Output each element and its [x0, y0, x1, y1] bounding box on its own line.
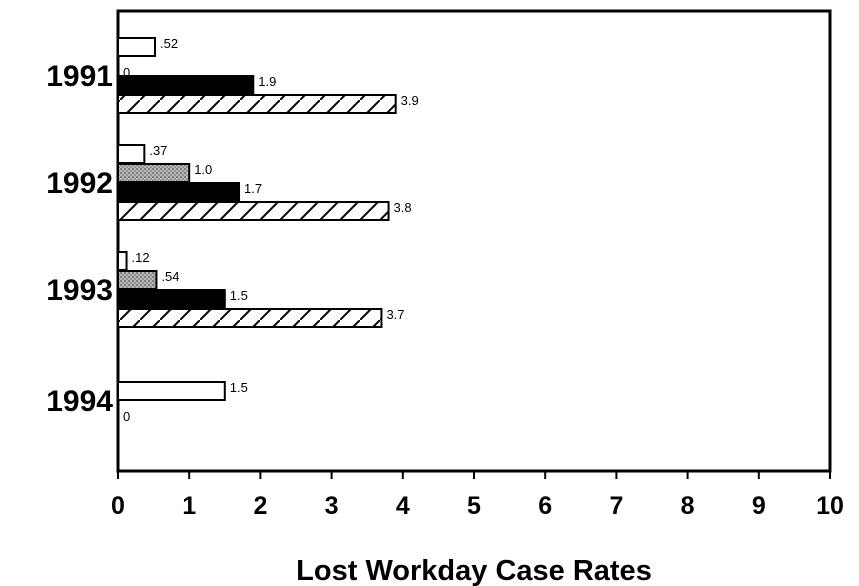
category-label-1992: 1992 — [46, 167, 113, 200]
bar-1993-white — [117, 251, 128, 271]
x-tick-label-9: 9 — [752, 492, 766, 520]
x-tick-label-2: 2 — [253, 492, 267, 520]
value-label-1991-white: .52 — [160, 36, 178, 51]
x-tick-label-10: 10 — [816, 492, 844, 520]
category-label-1991: 1991 — [46, 60, 113, 93]
value-label-1994-white: 1.5 — [230, 380, 248, 395]
bar-1992-black — [117, 182, 241, 202]
x-tick-label-4: 4 — [396, 492, 410, 520]
bar-1994-white — [117, 381, 226, 401]
x-tick-label-5: 5 — [467, 492, 481, 520]
value-label-1991-hatched: 3.9 — [401, 93, 419, 108]
value-label-1993-stipple: .54 — [161, 269, 179, 284]
x-tick-label-3: 3 — [325, 492, 339, 520]
value-label-1992-white: .37 — [149, 143, 167, 158]
x-tick-label-0: 0 — [111, 492, 125, 520]
value-label-1994-stipple: 0 — [123, 409, 130, 424]
value-label-1992-stipple: 1.0 — [194, 162, 212, 177]
bar-1993-stipple — [117, 270, 158, 290]
category-label-1993: 1993 — [46, 274, 113, 307]
bar-1991-white — [117, 37, 157, 57]
x-tick-label-1: 1 — [182, 492, 196, 520]
bar-1992-stipple — [117, 163, 191, 183]
bar-1991-hatched — [117, 94, 397, 114]
x-axis-title: Lost Workday Case Rates — [296, 555, 652, 586]
bar-1993-black — [117, 289, 226, 309]
bar-1992-hatched — [117, 201, 390, 221]
value-label-1993-black: 1.5 — [230, 288, 248, 303]
category-label-1994: 1994 — [46, 385, 113, 418]
bar-1992-white — [117, 144, 146, 164]
x-tick-label-7: 7 — [609, 492, 623, 520]
value-label-1993-hatched: 3.7 — [386, 307, 404, 322]
bar-1991-black — [117, 75, 255, 95]
value-label-1992-hatched: 3.8 — [394, 200, 412, 215]
value-label-1991-stipple: 0 — [123, 65, 130, 80]
value-label-1991-black: 1.9 — [258, 74, 276, 89]
value-label-1993-white: .12 — [132, 250, 150, 265]
bar-1993-hatched — [117, 308, 383, 328]
value-label-1992-black: 1.7 — [244, 181, 262, 196]
x-tick-label-6: 6 — [538, 492, 552, 520]
x-tick-label-8: 8 — [681, 492, 695, 520]
